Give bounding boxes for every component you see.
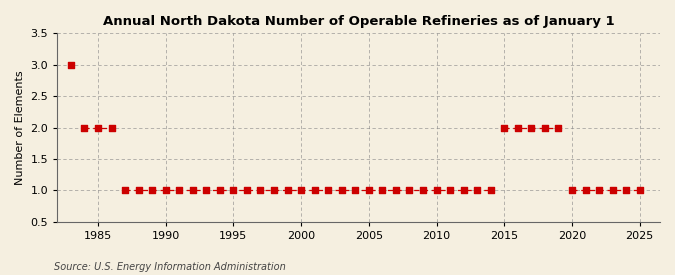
- Point: [269, 188, 279, 192]
- Point: [282, 188, 293, 192]
- Point: [350, 188, 360, 192]
- Point: [431, 188, 442, 192]
- Point: [228, 188, 239, 192]
- Point: [418, 188, 429, 192]
- Point: [593, 188, 604, 192]
- Point: [146, 188, 157, 192]
- Point: [634, 188, 645, 192]
- Point: [255, 188, 266, 192]
- Point: [309, 188, 320, 192]
- Point: [621, 188, 632, 192]
- Text: Source: U.S. Energy Information Administration: Source: U.S. Energy Information Administ…: [54, 262, 286, 272]
- Point: [106, 125, 117, 130]
- Point: [174, 188, 185, 192]
- Point: [566, 188, 577, 192]
- Point: [242, 188, 252, 192]
- Point: [608, 188, 618, 192]
- Point: [445, 188, 456, 192]
- Point: [539, 125, 550, 130]
- Point: [553, 125, 564, 130]
- Y-axis label: Number of Elements: Number of Elements: [15, 70, 25, 185]
- Point: [391, 188, 402, 192]
- Point: [323, 188, 333, 192]
- Point: [79, 125, 90, 130]
- Point: [363, 188, 374, 192]
- Point: [201, 188, 212, 192]
- Point: [65, 62, 76, 67]
- Point: [160, 188, 171, 192]
- Point: [133, 188, 144, 192]
- Point: [377, 188, 387, 192]
- Point: [215, 188, 225, 192]
- Point: [499, 125, 510, 130]
- Point: [188, 188, 198, 192]
- Point: [119, 188, 130, 192]
- Point: [472, 188, 483, 192]
- Point: [526, 125, 537, 130]
- Point: [404, 188, 415, 192]
- Point: [296, 188, 306, 192]
- Point: [336, 188, 347, 192]
- Point: [580, 188, 591, 192]
- Title: Annual North Dakota Number of Operable Refineries as of January 1: Annual North Dakota Number of Operable R…: [103, 15, 614, 28]
- Point: [512, 125, 523, 130]
- Point: [92, 125, 103, 130]
- Point: [485, 188, 496, 192]
- Point: [458, 188, 469, 192]
